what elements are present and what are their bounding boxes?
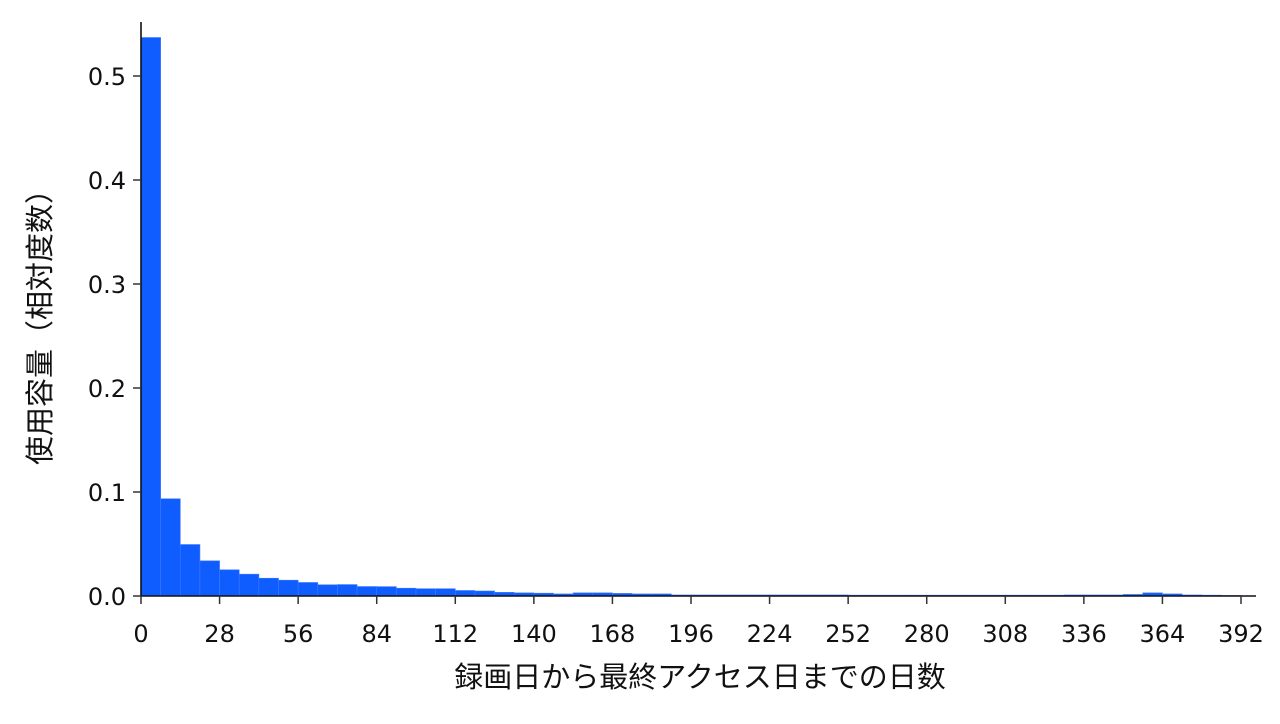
histogram-bar	[278, 579, 299, 597]
histogram-bar	[376, 586, 397, 597]
y-tick-label: 0.5	[88, 63, 126, 91]
x-tick-label: 224	[747, 620, 793, 648]
x-tick-label: 280	[904, 620, 950, 648]
x-tick-label: 308	[982, 620, 1028, 648]
y-tick-label: 0.1	[88, 479, 126, 507]
x-tick-label: 196	[668, 620, 714, 648]
x-tick-label: 84	[361, 620, 392, 648]
axes-group: 0 28 56 84 112 140 168 196 224 252 280 308 336 364 392…	[88, 22, 1264, 648]
histogram-bar	[140, 37, 161, 597]
histogram-bar	[454, 590, 476, 597]
x-axis-label: 録画日から最終アクセス日までの日数	[454, 660, 946, 694]
x-tick-label: 168	[590, 620, 636, 648]
x-tick-label: 252	[825, 620, 871, 648]
x-tick-label: 112	[432, 620, 478, 648]
histogram-bar	[160, 498, 181, 597]
histogram-bar	[356, 586, 378, 597]
histogram-bar	[337, 584, 358, 597]
histogram-bar	[219, 569, 240, 597]
x-tick-label: 28	[204, 620, 235, 648]
y-tick-label: 0.3	[88, 271, 126, 299]
bars-group	[140, 37, 1242, 597]
histogram-bar	[238, 573, 260, 597]
histogram-bar	[396, 587, 417, 597]
histogram-bar	[297, 582, 319, 597]
histogram-bar	[179, 544, 201, 597]
y-tick-label: 0.4	[88, 167, 126, 195]
x-tick-label: 392	[1218, 620, 1264, 648]
x-tick-label: 336	[1061, 620, 1107, 648]
histogram-bar	[258, 577, 279, 597]
histogram-bar	[415, 588, 436, 597]
histogram-bar	[317, 584, 338, 597]
x-tick-label: 56	[283, 620, 314, 648]
histogram-bar	[435, 588, 456, 597]
histogram-bar	[199, 560, 220, 597]
y-axis-label: 使用容量（相対度数）	[23, 175, 57, 465]
x-tick-label: 140	[511, 620, 557, 648]
y-tick-label: 0.2	[88, 375, 126, 403]
x-tick-label: 0	[133, 620, 148, 648]
y-tick-label: 0.0	[88, 583, 126, 611]
x-tick-label: 364	[1140, 620, 1186, 648]
